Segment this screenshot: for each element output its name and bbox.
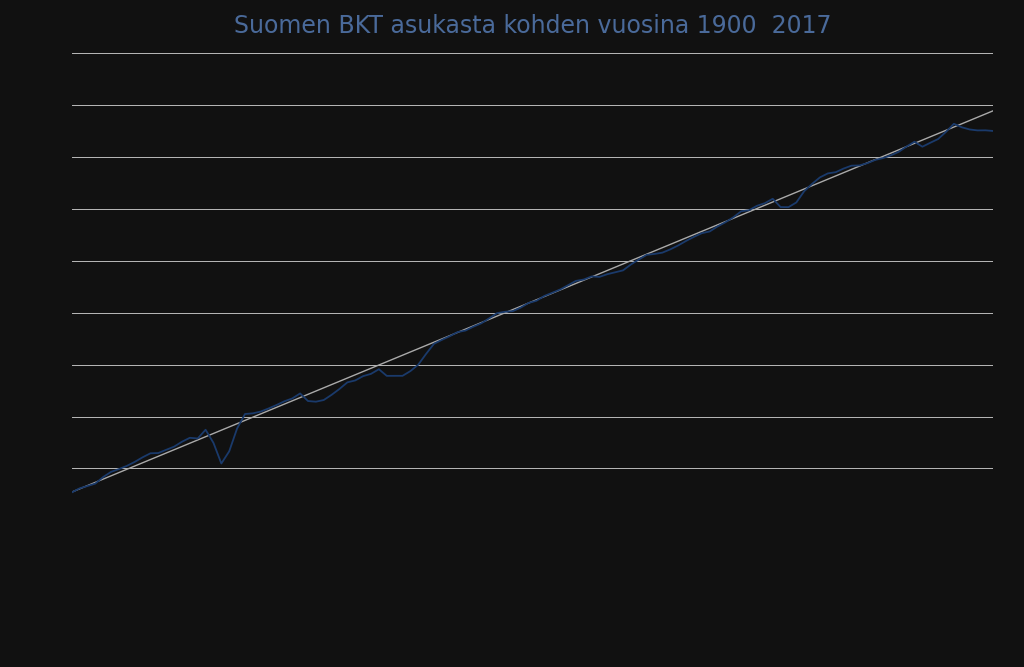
Title: Suomen BKT asukasta kohden vuosina 1900  2017: Suomen BKT asukasta kohden vuosina 1900 … [233,13,831,37]
